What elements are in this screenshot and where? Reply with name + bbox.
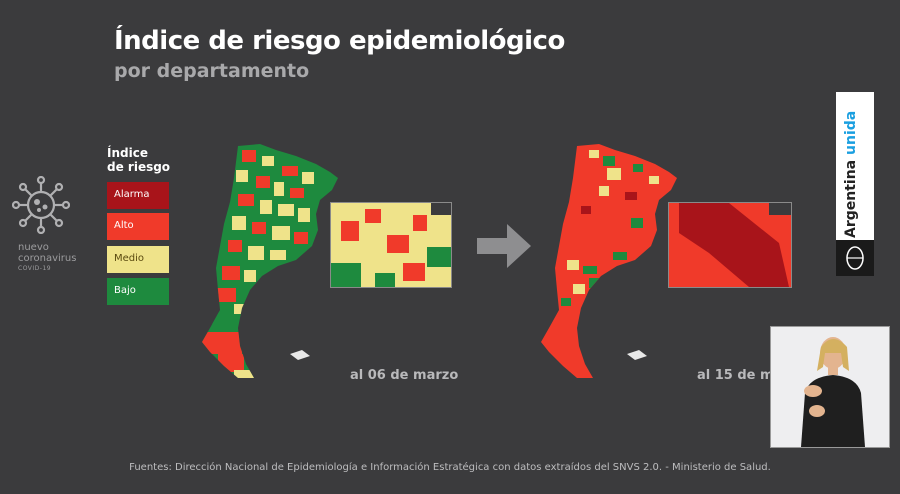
logo-line-1: nuevo: [18, 242, 49, 253]
legend-title: Índice de riesgo: [107, 146, 170, 174]
coronavirus-label: nuevo coronavirus COVID-19: [18, 242, 76, 273]
slide-title: Índice de riesgo epidemiológico: [114, 26, 565, 56]
national-seal-icon: [836, 240, 874, 276]
right-inset-amba: [668, 202, 792, 288]
sign-language-interpreter: [770, 326, 890, 448]
logo-line-2: coronavirus: [18, 253, 77, 264]
arrow-right-icon: [477, 224, 531, 268]
left-inset-amba: [330, 202, 452, 288]
legend-title-line-1: Índice: [107, 146, 148, 160]
coronavirus-icon: [12, 176, 70, 234]
brand-name-part-1: Argentina: [843, 154, 859, 238]
left-map-date: al 06 de marzo: [350, 368, 459, 383]
footer-sources: Fuentes: Dirección Nacional de Epidemiol…: [129, 462, 771, 473]
argentina-unida-logo: Argentina unida: [836, 92, 874, 276]
brand-text: Argentina unida: [843, 111, 859, 238]
legend-title-line-2: de riesgo: [107, 160, 171, 174]
brand-name-part-2: unida: [843, 110, 859, 155]
argentina-map-march-15: [541, 144, 677, 378]
legend-item-alarma: Alarma: [107, 182, 169, 209]
legend-item-medio: Medio: [107, 246, 169, 273]
legend-item-alto: Alto: [107, 213, 169, 240]
logo-line-3: COVID-19: [18, 265, 52, 272]
argentina-map-march-06: [202, 144, 338, 378]
legend-item-bajo: Bajo: [107, 278, 169, 305]
slide-subtitle: por departamento: [114, 60, 310, 82]
